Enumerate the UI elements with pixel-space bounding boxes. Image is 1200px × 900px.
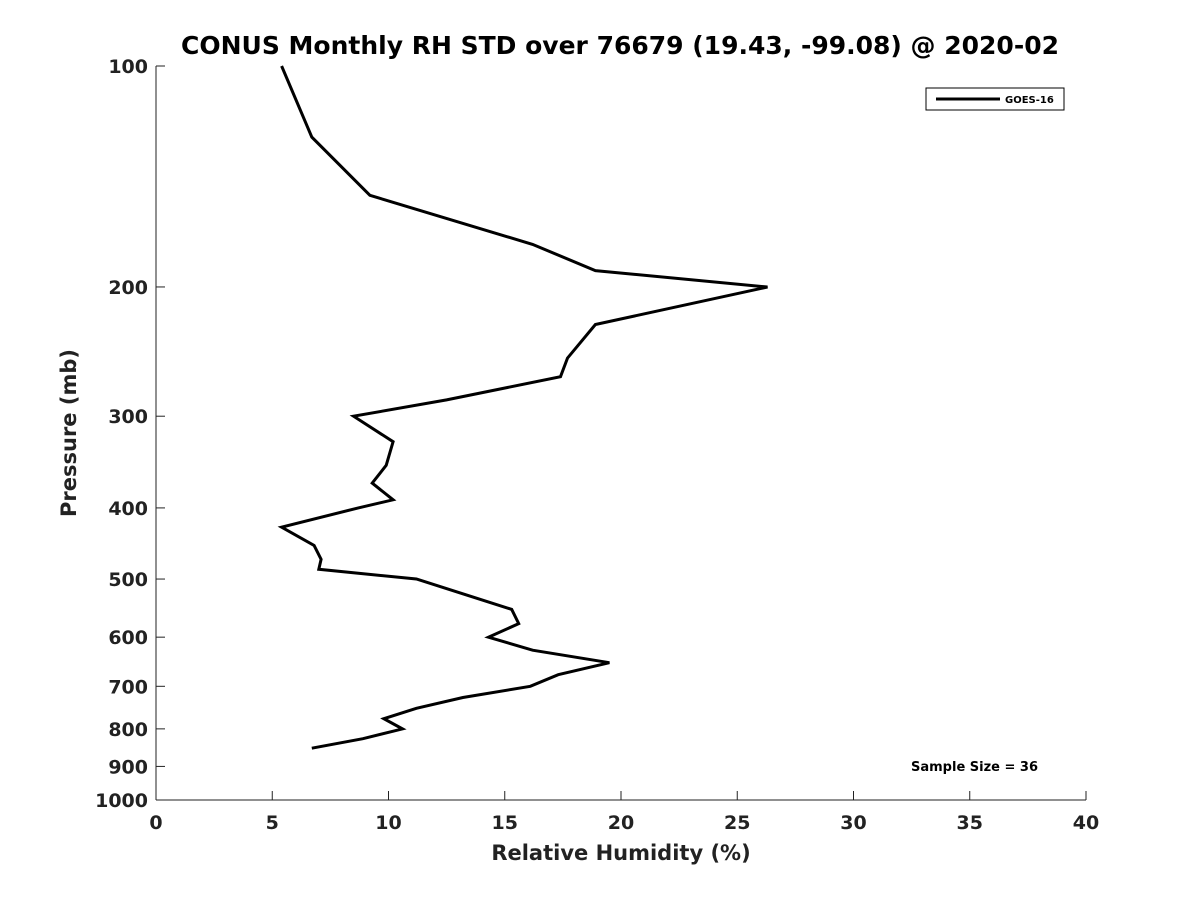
sample-size-annotation: Sample Size = 36	[911, 760, 1038, 775]
x-tick-label: 10	[375, 812, 401, 834]
y-tick-label: 1000	[95, 790, 148, 812]
x-tick-label: 20	[608, 812, 634, 834]
x-ticks: 0 5 10 15 20 25 30 35 40	[149, 791, 1099, 834]
y-tick-label: 900	[108, 756, 148, 778]
y-tick-label: 500	[108, 569, 148, 591]
y-tick-label: 100	[108, 56, 148, 78]
legend-label-goes-16: GOES-16	[1005, 95, 1054, 106]
y-tick-label: 400	[108, 498, 148, 520]
y-tick-label: 700	[108, 676, 148, 698]
y-ticks: 100 200 300 400 500 600 700 800 900 1000	[95, 56, 165, 812]
legend: GOES-16	[925, 87, 1065, 111]
x-tick-label: 25	[724, 812, 750, 834]
y-tick-label: 600	[108, 627, 148, 649]
y-axis-label: Pressure (mb)	[57, 349, 81, 517]
x-axis-label: Relative Humidity (%)	[491, 841, 750, 865]
y-tick-label: 200	[108, 277, 148, 299]
x-tick-label: 5	[266, 812, 279, 834]
x-tick-label: 40	[1073, 812, 1099, 834]
x-tick-label: 35	[957, 812, 983, 834]
x-tick-label: 15	[492, 812, 518, 834]
series-line-goes-16	[277, 65, 768, 750]
y-tick-label: 300	[108, 406, 148, 428]
y-tick-label: 800	[108, 719, 148, 741]
x-tick-label: 30	[840, 812, 866, 834]
x-tick-label: 0	[149, 812, 162, 834]
series-layer	[277, 65, 768, 750]
chart-title: CONUS Monthly RH STD over 76679 (19.43, …	[181, 31, 1059, 60]
plot-axes	[155, 66, 1086, 801]
